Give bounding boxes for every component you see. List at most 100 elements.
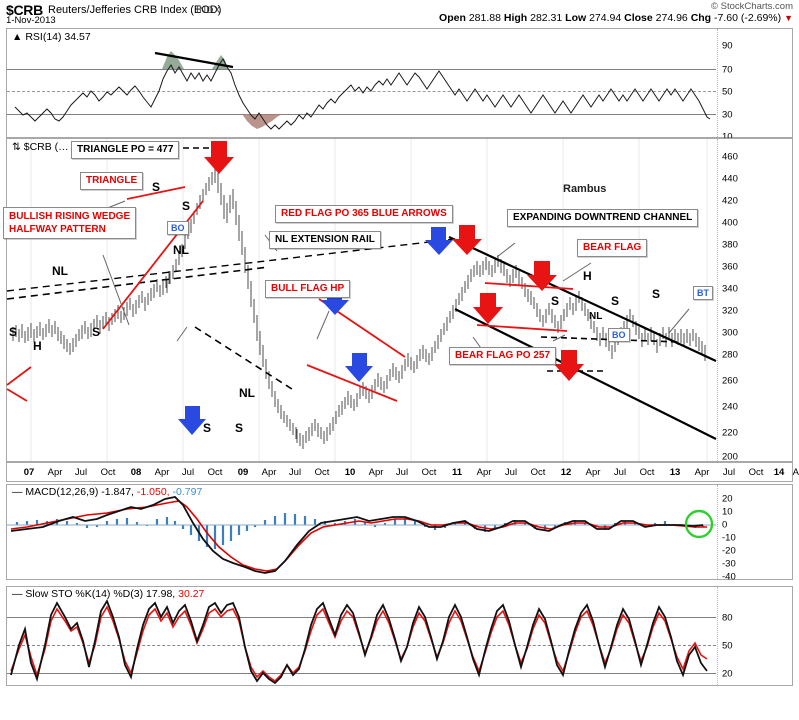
callout-triangle: TRIANGLE [80, 172, 144, 190]
xtick-jul5: Jul [504, 467, 518, 478]
xtick-jul4: Jul [395, 467, 409, 478]
rsi-gridline-70 [7, 69, 716, 70]
rsi-tick-50: 50 [722, 86, 733, 98]
rsi-panel: 90 70 50 30 10 ▲ RSI(14) 34.57 [6, 28, 794, 143]
price-tick-220: 220 [722, 427, 738, 439]
rsi-y-axis: 90 70 50 30 10 [717, 29, 794, 143]
macd-title: — MACD(12,26,9) -1.847, -1.050, -0.797 [12, 486, 202, 498]
x-axis: 07 Apr Jul Oct 08 Apr Jul Oct 09 Apr Jul… [6, 462, 799, 482]
xtick-oct6: Oct [639, 467, 655, 478]
close-label: Close [624, 12, 653, 24]
xtick-12: 12 [560, 467, 572, 478]
price-tick-280: 280 [722, 349, 738, 361]
xtick-jul6: Jul [613, 467, 627, 478]
label-s-6: S [611, 294, 620, 308]
price-tick-320: 320 [722, 305, 738, 317]
rsi-tick-10: 10 [722, 131, 733, 143]
callout-bull-flag-hp: BULL FLAG HP [265, 280, 351, 298]
xtick-oct4: Oct [421, 467, 437, 478]
macd-tick-m20: -20 [722, 545, 736, 557]
stoch-title-text: Slow STO %K(14) %D(3) 17.98, [25, 588, 176, 600]
label-nl-1: NL [52, 264, 68, 278]
stoch-d-value: 30.27 [178, 588, 205, 600]
callout-expanding-channel: EXPANDING DOWNTREND CHANNEL [507, 209, 699, 227]
symbol-ticker: $CRB [6, 2, 43, 18]
xtick-07: 07 [23, 467, 35, 478]
macd-tick-m30: -30 [722, 558, 736, 570]
price-tick-340: 340 [722, 283, 738, 295]
xtick-oct5: Oct [530, 467, 546, 478]
stoch-y-axis: 80 50 20 [717, 587, 794, 685]
callout-bullish-wedge: BULLISH RISING WEDGE HALFWAY PATTERN [3, 207, 137, 239]
quote-bar: Open 281.88 High 282.31 Low 274.94 Close… [439, 12, 793, 24]
label-s-3: S [152, 180, 161, 194]
open-value: 281.88 [468, 12, 501, 24]
callout-nl-extension-rail: NL EXTENSION RAIL [269, 231, 381, 249]
price-y-axis: 460 440 420 400 380 360 340 320 300 280 … [717, 139, 794, 463]
xtick-oct3: Oct [314, 467, 330, 478]
rambus-watermark: Rambus [563, 183, 607, 195]
high-label: High [503, 12, 528, 24]
price-tick-300: 300 [722, 327, 738, 339]
callout-bear-flag-po: BEAR FLAG PO 257 [449, 347, 557, 365]
xtick-apr8: Apr [792, 467, 799, 478]
minibox-bt: BT [693, 286, 713, 300]
xtick-10: 10 [344, 467, 356, 478]
xtick-jul7: Jul [722, 467, 736, 478]
macd-tick-0: 0 [722, 519, 728, 531]
quote-date: 1-Nov-2013 [6, 15, 56, 26]
xtick-09: 09 [237, 467, 249, 478]
xtick-apr3: Apr [261, 467, 277, 478]
rsi-title-text: RSI(14) 34.57 [25, 31, 91, 43]
xtick-11: 11 [451, 467, 463, 478]
stockcharts-watermark: © StockCharts.com [711, 1, 793, 12]
label-nl-4: NL [589, 311, 603, 322]
rsi-tick-90: 90 [722, 40, 733, 52]
price-tick-400: 400 [722, 217, 738, 229]
bars-icon: ⇅ [12, 141, 21, 153]
low-label: Low [565, 12, 587, 24]
label-s-7: S [652, 287, 661, 301]
stoch-line-icon: — [12, 588, 23, 600]
label-s-2: S [92, 325, 101, 339]
price-tick-260: 260 [722, 375, 738, 387]
callout-bear-flag: BEAR FLAG [577, 239, 648, 257]
price-tick-360: 360 [722, 261, 738, 273]
label-h-3: H [583, 269, 592, 283]
price-tick-380: 380 [722, 239, 738, 251]
price-title: ⇅ $CRB (… [12, 141, 69, 153]
macd-line-icon: — [12, 486, 23, 498]
stoch-title: — Slow STO %K(14) %D(3) 17.98, 30.27 [12, 588, 204, 600]
chart-header: $CRB Reuters/Jefferies CRB Index (EOD) I… [0, 0, 799, 28]
xtick-apr4: Apr [368, 467, 384, 478]
minibox-bo-2: BO [608, 328, 630, 342]
xtick-apr: Apr [47, 467, 63, 478]
price-panel: 460 440 420 400 380 360 340 320 300 280 … [3, 138, 794, 569]
rsi-plot [14, 51, 711, 130]
macd-panel: 20 10 0 -10 -20 -30 -40 [6, 484, 794, 583]
label-nl-2: NL [173, 243, 189, 257]
stochastic-panel: 80 50 20 — Slow STO %K(14) %D(3) 17.98, … [6, 586, 793, 686]
price-tick-460: 460 [722, 151, 738, 163]
macd-tick-20: 20 [722, 493, 733, 505]
xtick-apr5: Apr [476, 467, 492, 478]
price-plot [6, 139, 717, 461]
xtick-oct2: Oct [207, 467, 223, 478]
macd-tick-m40: -40 [722, 571, 736, 583]
xtick-14: 14 [773, 467, 785, 478]
macd-plot [7, 496, 716, 574]
label-s-1: S [9, 325, 18, 339]
label-s-8: S [203, 421, 212, 435]
open-label: Open [439, 12, 466, 24]
rsi-tick-70: 70 [722, 64, 733, 76]
macd-y-axis: 20 10 0 -10 -20 -30 -40 [717, 485, 794, 583]
xtick-08: 08 [130, 467, 142, 478]
red-down-arrow-icon [204, 141, 234, 174]
stoch-tick-80: 80 [722, 612, 733, 624]
stoch-gridline-20 [7, 673, 716, 674]
callout-bullish-wedge-line1: BULLISH RISING WEDGE [9, 211, 131, 222]
symbol-index-tag: INDX [196, 5, 221, 16]
xtick-oct7: Oct [748, 467, 764, 478]
macd-title-text: MACD(12,26,9) -1.847, [25, 486, 134, 498]
